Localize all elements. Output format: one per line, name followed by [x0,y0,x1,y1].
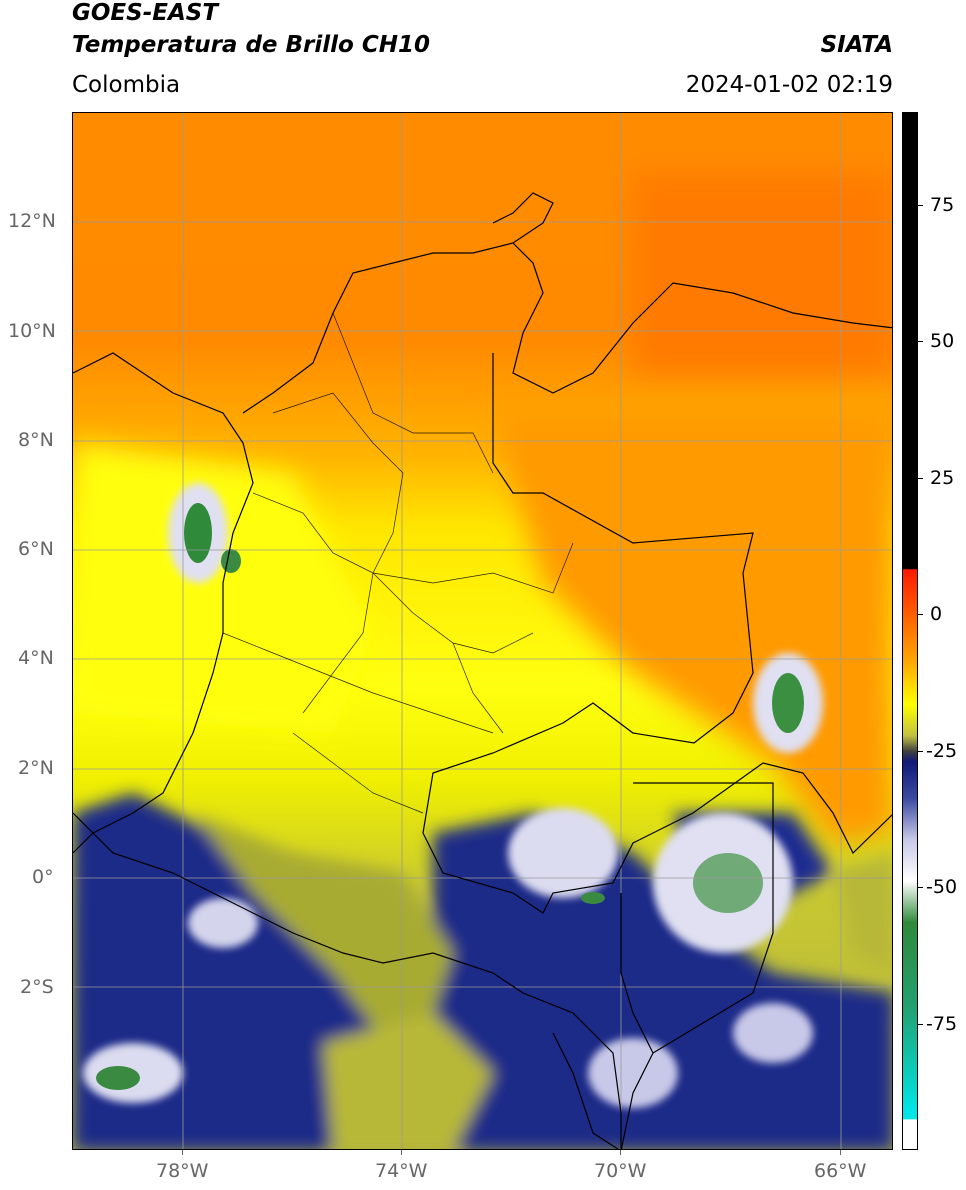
lat-label-0: 0° [32,866,54,888]
caribbean-coastline [242,192,554,414]
amazonas-border [633,782,774,1054]
colorbar-label-minus50: -50 [926,876,958,898]
colorbar-tick [918,205,923,206]
lon-label-78w: 78°W [156,1160,209,1182]
agency-label: SIATA [820,32,893,58]
pacific-coastline [73,352,254,854]
product-title: Temperatura de Brillo CH10 [72,32,430,58]
colorbar-label-minus75: -75 [926,1013,958,1035]
lon-label-74w: 74°W [375,1160,428,1182]
peru-brazil-border [552,1032,619,1149]
lat-label-12n: 12°N [8,210,56,232]
region-label: Colombia [72,72,181,98]
colorbar-label-25: 25 [930,467,955,489]
colorbar-label-50: 50 [930,330,955,352]
satellite-map [72,112,893,1150]
graticule [73,113,892,1149]
colorbar-tick [918,887,923,888]
brazil-border [620,893,654,1149]
venezuela-coastline [512,242,892,394]
borders [73,192,892,1149]
datetime-label: 2024-01-02 02:19 [685,72,893,98]
lat-label-6n: 6°N [18,538,54,560]
lat-label-2n: 2°N [18,757,54,779]
warm-region-northeast [633,173,892,373]
map-svg [73,113,892,1149]
lon-tick [620,1150,621,1155]
colorbar-gradient [903,113,917,1149]
ecuador-peru-border [73,812,622,1149]
satellite-title: GOES-EAST [72,0,219,26]
lon-label-66w: 66°W [814,1160,867,1182]
lon-tick [401,1150,402,1155]
colorbar-label-75: 75 [930,194,955,216]
colorbar-label-minus25: -25 [926,740,958,762]
lon-label-70w: 70°W [594,1160,647,1182]
lat-label-2s: 2°S [20,976,54,998]
lat-label-8n: 8°N [18,429,54,451]
lon-tick [182,1150,183,1155]
lat-label-10n: 10°N [8,320,56,342]
lat-label-4n: 4°N [18,647,54,669]
colorbar-tick [918,341,923,342]
colorbar-tick [918,478,923,479]
colorbar-tick [918,614,923,615]
venezuela-border [422,353,892,914]
colorbar-tick [918,1024,923,1025]
department-borders [222,312,574,814]
lon-tick [840,1150,841,1155]
colorbar-label-0: 0 [930,603,943,625]
colorbar-svg [903,113,917,1149]
colorbar [902,112,918,1150]
colorbar-tick [918,751,923,752]
coldest-cloud-tops [96,503,804,1090]
